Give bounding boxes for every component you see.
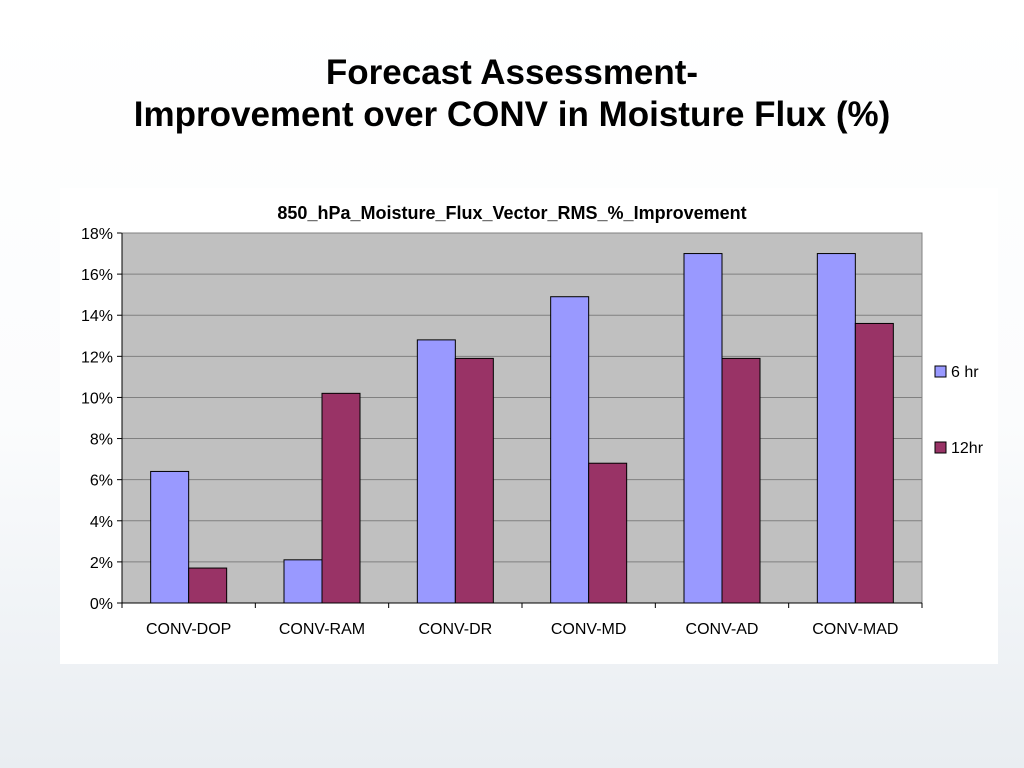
y-tick-label: 18%: [81, 226, 113, 243]
bar-12hr-conv-ram: [321, 392, 361, 604]
bar-6hr-conv-mad: [816, 253, 856, 604]
bar-6hr-conv-dop: [150, 470, 190, 604]
legend-label-12hr: 12hr: [951, 440, 984, 457]
slide-title: Forecast Assessment- Improvement over CO…: [0, 52, 1024, 136]
x-tick-label: CONV-AD: [686, 621, 759, 638]
plot-area: [122, 233, 922, 603]
bar-chart: 850_hPa_Moisture_Flux_Vector_RMS_%_Impro…: [81, 203, 984, 638]
legend-swatch-6hr: [934, 365, 947, 378]
y-tick-label: 10%: [81, 390, 113, 407]
bar-12hr-conv-dop: [188, 567, 228, 604]
legend-label-6hr: 6 hr: [951, 364, 979, 381]
chart-panel: 850_hPa_Moisture_Flux_Vector_RMS_%_Impro…: [60, 188, 998, 664]
chart-title: 850_hPa_Moisture_Flux_Vector_RMS_%_Impro…: [277, 203, 746, 223]
y-tick-label: 16%: [81, 267, 113, 284]
x-tick-label: CONV-DOP: [146, 621, 231, 638]
bar-12hr-conv-ad: [721, 357, 761, 604]
bar-6hr-conv-md: [550, 296, 590, 604]
slide-title-line-2: Improvement over CONV in Moisture Flux (…: [133, 95, 891, 134]
legend-swatch-12hr: [934, 441, 947, 454]
bar-6hr-conv-ram: [283, 559, 323, 604]
y-tick-label: 4%: [90, 514, 113, 531]
x-tick-label: CONV-MD: [551, 621, 627, 638]
bar-6hr-conv-dr: [416, 339, 456, 604]
x-tick-label: CONV-MAD: [812, 621, 898, 638]
bar-6hr-conv-ad: [683, 253, 723, 604]
y-tick-label: 2%: [90, 555, 113, 572]
y-tick-label: 14%: [81, 308, 113, 325]
bar-12hr-conv-md: [588, 462, 628, 604]
slide-title-line-1: Forecast Assessment-: [325, 53, 699, 92]
x-tick-label: CONV-DR: [418, 621, 492, 638]
bar-12hr-conv-dr: [454, 357, 494, 604]
y-tick-label: 6%: [90, 473, 113, 490]
y-tick-label: 12%: [81, 349, 113, 366]
y-tick-label: 8%: [90, 432, 113, 449]
x-tick-label: CONV-RAM: [279, 621, 365, 638]
bar-12hr-conv-mad: [854, 322, 894, 604]
y-tick-label: 0%: [90, 596, 113, 613]
